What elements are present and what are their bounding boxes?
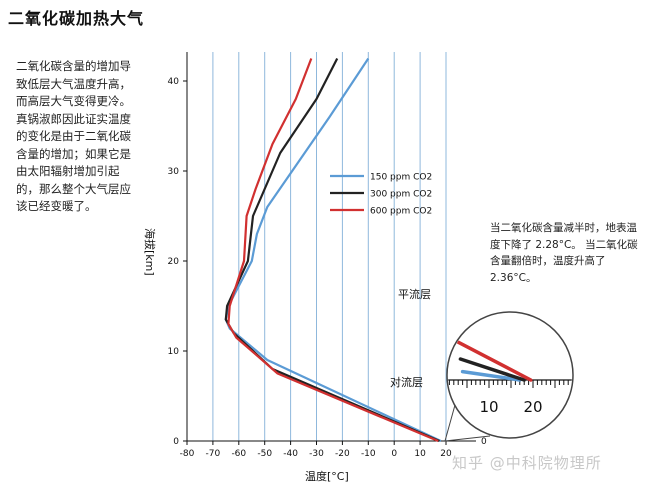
inset-line-0 (460, 369, 522, 382)
x-tick-label: -50 (257, 449, 272, 459)
inset-line-1 (458, 357, 526, 382)
inset-line-2 (456, 340, 533, 382)
series-lines (224, 57, 442, 443)
y-axis-label: 海拔[km] (143, 228, 157, 276)
y-tick-label: 0 (173, 437, 179, 447)
inset-content: 10 20 (448, 340, 572, 416)
x-tick-label: -20 (335, 449, 350, 459)
x-axis-end-label: 0 (481, 437, 487, 447)
x-tick-label: 0 (391, 449, 397, 459)
y-tick-label: 30 (168, 167, 180, 177)
co2-note: 当二氧化碳含量减半时，地表温度下降了 2.28°C。 当二氧化碳含量翻倍时，温度… (490, 222, 638, 284)
intro-paragraph: 二氧化碳含量的增加导致低层大气温度升高，而高层大气变得更冷。真锅淑郎因此证实温度… (16, 59, 131, 213)
series-line-2 (227, 58, 439, 443)
series-line-0 (224, 57, 442, 442)
x-axis-label: 温度[°C] (305, 469, 349, 483)
series-line-1 (224, 57, 440, 443)
legend: 150 ppm CO2 300 ppm CO2 600 ppm CO2 (330, 173, 432, 217)
inset-tick-label: 10 (479, 398, 498, 416)
magnifier-inset: 10 20 (444, 311, 574, 442)
x-tick-label: 10 (414, 449, 426, 459)
x-tick-label: -40 (283, 449, 298, 459)
x-tick-label: -70 (206, 449, 221, 459)
axes: -80 -70 -60 -50 -40 -30 -20 -10 0 10 20 0 10 20 30 40 0 (168, 52, 487, 459)
watermark: 知乎 @中科院物理所 (452, 454, 602, 472)
y-tick-label: 20 (168, 257, 180, 267)
x-tick-label: 20 (440, 449, 452, 459)
inset-tick-label: 20 (523, 398, 542, 416)
legend-label-0: 150 ppm CO2 (370, 173, 432, 183)
legend-label-2: 600 ppm CO2 (370, 207, 432, 217)
y-tick-label: 10 (168, 347, 180, 357)
x-tick-label: -10 (361, 449, 376, 459)
page-title: 二氧化碳加热大气 (8, 9, 145, 28)
inset-connector (444, 435, 491, 442)
x-tick-label: -80 (180, 449, 195, 459)
legend-label-1: 300 ppm CO2 (370, 190, 432, 200)
y-tick-label: 40 (168, 77, 180, 87)
annotation-stratosphere: 平流层 (398, 287, 431, 301)
annotation-troposphere: 对流层 (390, 375, 423, 389)
x-tick-label: -30 (309, 449, 324, 459)
inset-connector (444, 404, 456, 442)
x-tick-label: -60 (231, 449, 246, 459)
